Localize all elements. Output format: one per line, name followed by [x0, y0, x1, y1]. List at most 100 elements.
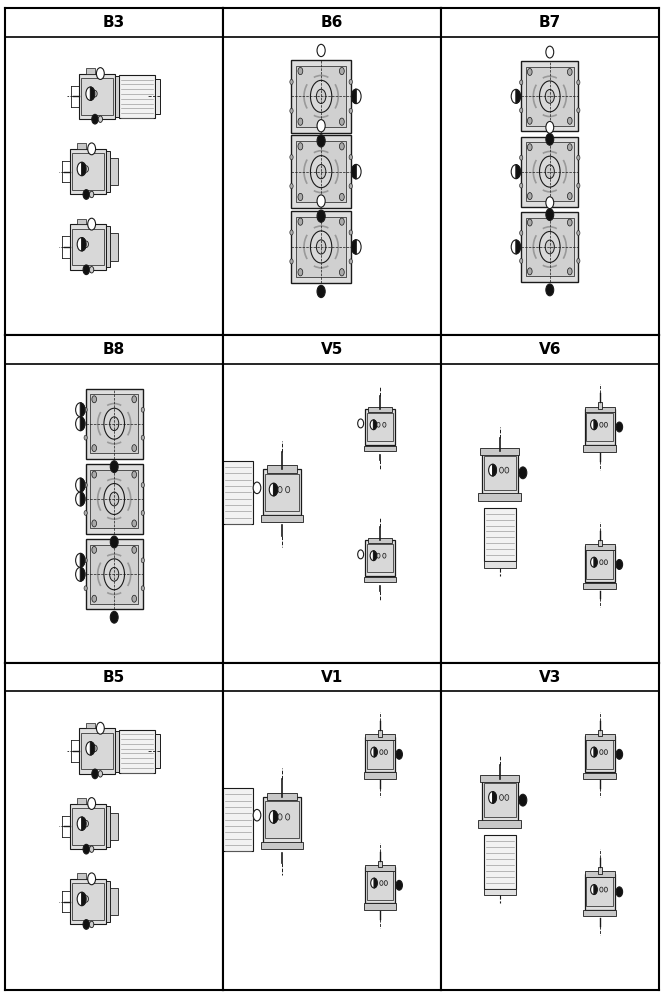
- Bar: [291, 60, 351, 133]
- Text: B7: B7: [539, 15, 561, 30]
- Circle shape: [317, 44, 325, 57]
- Circle shape: [286, 813, 290, 820]
- Bar: [78, 219, 86, 225]
- Circle shape: [527, 118, 532, 125]
- Circle shape: [511, 90, 521, 104]
- Circle shape: [351, 89, 361, 104]
- Circle shape: [499, 467, 503, 473]
- Wedge shape: [516, 90, 521, 104]
- Bar: [368, 538, 392, 543]
- Circle shape: [489, 464, 497, 476]
- Bar: [155, 734, 160, 768]
- Bar: [598, 730, 602, 737]
- Circle shape: [396, 749, 402, 759]
- Circle shape: [278, 813, 282, 820]
- Circle shape: [499, 794, 503, 800]
- Bar: [586, 550, 614, 579]
- Bar: [483, 561, 516, 568]
- Circle shape: [339, 143, 344, 150]
- Circle shape: [382, 553, 386, 558]
- Circle shape: [546, 122, 554, 134]
- Bar: [521, 62, 578, 132]
- Bar: [261, 842, 303, 849]
- Circle shape: [546, 284, 554, 295]
- Circle shape: [83, 190, 90, 200]
- Circle shape: [92, 396, 96, 403]
- Bar: [266, 792, 297, 800]
- Wedge shape: [274, 483, 278, 496]
- Bar: [90, 394, 138, 453]
- Bar: [585, 547, 615, 583]
- Bar: [586, 412, 614, 441]
- Circle shape: [568, 118, 572, 125]
- Wedge shape: [82, 163, 86, 176]
- Bar: [72, 229, 104, 265]
- Circle shape: [141, 435, 144, 440]
- Bar: [378, 861, 382, 867]
- Wedge shape: [80, 403, 85, 417]
- Bar: [367, 871, 393, 899]
- Circle shape: [604, 887, 608, 892]
- Circle shape: [253, 809, 261, 821]
- Circle shape: [88, 873, 96, 884]
- Circle shape: [339, 218, 344, 226]
- Circle shape: [98, 116, 102, 123]
- Bar: [482, 451, 517, 494]
- Circle shape: [527, 69, 532, 76]
- Bar: [584, 772, 616, 778]
- Circle shape: [88, 797, 96, 809]
- Wedge shape: [90, 742, 95, 755]
- Circle shape: [92, 769, 98, 778]
- Wedge shape: [351, 165, 357, 179]
- Bar: [296, 142, 346, 202]
- Circle shape: [316, 165, 326, 179]
- Circle shape: [380, 880, 383, 885]
- Text: V5: V5: [321, 342, 343, 357]
- Bar: [265, 474, 299, 511]
- Bar: [265, 801, 299, 838]
- Circle shape: [616, 560, 623, 570]
- Circle shape: [505, 794, 509, 800]
- Circle shape: [600, 887, 603, 892]
- Wedge shape: [80, 567, 85, 581]
- Circle shape: [590, 748, 597, 757]
- Circle shape: [616, 749, 623, 759]
- Circle shape: [604, 560, 608, 565]
- Circle shape: [270, 483, 278, 496]
- Bar: [521, 137, 578, 207]
- Circle shape: [77, 238, 86, 250]
- Circle shape: [545, 165, 554, 179]
- Text: B8: B8: [103, 342, 125, 357]
- Circle shape: [317, 135, 325, 147]
- Bar: [364, 903, 396, 909]
- Circle shape: [577, 108, 580, 113]
- Circle shape: [132, 396, 137, 403]
- Circle shape: [351, 165, 361, 179]
- Bar: [584, 910, 616, 916]
- Circle shape: [84, 896, 88, 902]
- Bar: [86, 68, 95, 74]
- Circle shape: [616, 422, 623, 432]
- Bar: [261, 515, 303, 522]
- Bar: [364, 772, 396, 778]
- Wedge shape: [351, 240, 357, 254]
- Bar: [585, 871, 615, 877]
- Circle shape: [76, 492, 85, 506]
- Bar: [263, 469, 301, 516]
- Circle shape: [77, 163, 86, 176]
- Bar: [78, 144, 86, 149]
- Circle shape: [104, 484, 124, 514]
- Wedge shape: [82, 817, 86, 830]
- Bar: [585, 737, 615, 772]
- Circle shape: [384, 880, 388, 885]
- Circle shape: [376, 553, 380, 558]
- Circle shape: [489, 791, 497, 803]
- Bar: [367, 741, 393, 768]
- Bar: [478, 820, 521, 828]
- Circle shape: [339, 194, 344, 201]
- Circle shape: [84, 166, 88, 173]
- Bar: [106, 881, 110, 922]
- Bar: [86, 389, 143, 459]
- Bar: [598, 402, 602, 409]
- Circle shape: [545, 241, 554, 253]
